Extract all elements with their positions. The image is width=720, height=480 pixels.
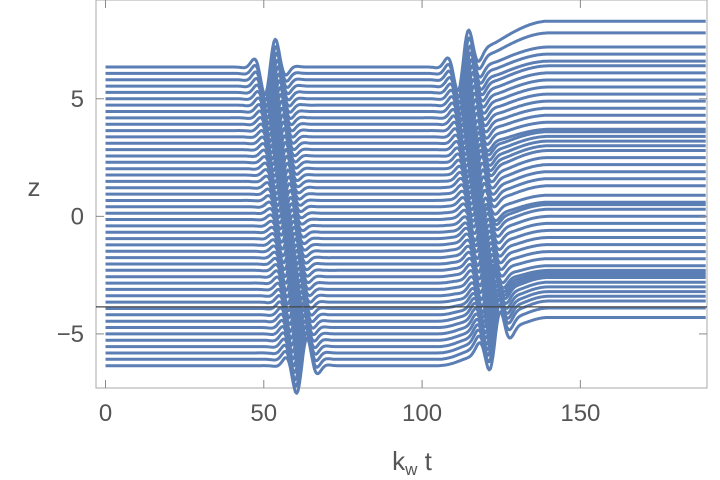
series-line xyxy=(105,70,706,132)
series-line xyxy=(105,303,706,388)
series-layer xyxy=(105,19,706,395)
series-line xyxy=(105,105,706,161)
series-line xyxy=(105,283,706,361)
series-line xyxy=(105,98,706,155)
series-line xyxy=(105,163,706,219)
series-line xyxy=(105,91,706,149)
series-line xyxy=(105,184,706,237)
series-line xyxy=(105,274,706,347)
series-line xyxy=(105,118,706,172)
series-line xyxy=(105,258,706,320)
x-tick-label: 0 xyxy=(99,400,112,427)
x-axis-label-subscript: w xyxy=(404,460,418,479)
series-line xyxy=(105,78,706,137)
ticks-layer: 0 50 100 150 −5 0 5 xyxy=(57,0,707,427)
x-tick-label: 50 xyxy=(250,400,277,427)
series-line xyxy=(105,203,706,258)
plot-frame xyxy=(95,0,708,389)
series-line xyxy=(105,44,706,108)
series-line xyxy=(105,214,706,272)
series-line xyxy=(105,221,706,278)
y-tick-label: 0 xyxy=(71,203,84,230)
series-line xyxy=(105,193,706,244)
x-axis-label-suffix: t xyxy=(417,446,432,476)
series-line xyxy=(105,207,706,265)
series-line xyxy=(105,263,706,326)
series-line xyxy=(105,310,706,395)
series-line xyxy=(105,228,706,285)
series-line xyxy=(105,58,706,120)
series-line xyxy=(105,31,706,102)
series-line xyxy=(105,19,706,97)
series-line xyxy=(105,177,706,231)
series-line xyxy=(105,253,706,313)
series-line xyxy=(105,134,706,190)
series-line xyxy=(105,267,706,333)
y-axis-label: z xyxy=(28,172,41,202)
x-tick-label: 150 xyxy=(560,400,600,427)
series-line xyxy=(105,149,706,208)
series-line xyxy=(105,125,706,178)
series-line xyxy=(105,297,706,382)
series-line xyxy=(105,279,706,354)
x-tick-label: 100 xyxy=(402,400,442,427)
series-line xyxy=(105,51,706,114)
x-axis-label-main: k xyxy=(392,446,406,476)
series-line xyxy=(105,241,706,299)
series-line xyxy=(105,200,706,251)
series-line xyxy=(105,84,706,143)
series-line xyxy=(105,144,706,201)
series-line xyxy=(105,170,706,225)
series-line xyxy=(105,130,706,184)
series-line xyxy=(105,288,706,368)
series-line xyxy=(105,139,706,196)
series-line xyxy=(105,292,706,375)
series-line xyxy=(105,271,706,340)
series-line xyxy=(105,246,706,306)
x-axis-label: kw t xyxy=(392,446,433,479)
y-tick-label: 5 xyxy=(71,86,84,113)
y-tick-label: −5 xyxy=(57,321,84,348)
series-line xyxy=(105,235,706,292)
series-line xyxy=(105,111,706,167)
series-line xyxy=(105,64,706,126)
series-line xyxy=(105,156,706,213)
